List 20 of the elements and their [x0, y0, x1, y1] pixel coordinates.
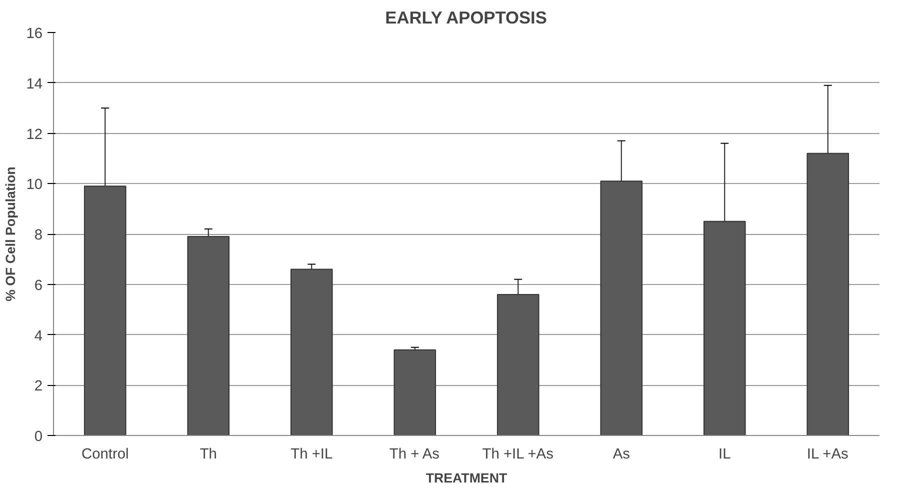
y-tick-label: 16 [26, 26, 43, 42]
x-tick-label: Th +IL [290, 446, 333, 462]
chart-title: EARLY APOPTOSIS [385, 8, 547, 28]
y-axis-title: % OF Cell Population [3, 166, 18, 302]
x-tick-label: Th [200, 446, 217, 462]
x-tick-label: Th + As [389, 446, 440, 462]
x-tick-label: Control [82, 446, 129, 462]
y-tick-label: 4 [34, 328, 43, 344]
y-tick-label: 14 [26, 76, 43, 92]
y-tick-label: 0 [34, 429, 43, 445]
y-tick-label: 10 [26, 177, 43, 194]
x-tick-label: Th +IL +As [482, 446, 554, 462]
y-tick-label: 6 [34, 278, 43, 294]
y-tick-label: 12 [26, 126, 43, 143]
x-tick-label: As [612, 446, 630, 462]
x-tick-label: IL +As [806, 446, 848, 462]
x-tick-label: IL [718, 446, 731, 462]
y-tick-label: 2 [34, 378, 43, 395]
y-tick-label: 8 [34, 228, 43, 244]
x-axis-title: TREATMENT [426, 470, 508, 486]
